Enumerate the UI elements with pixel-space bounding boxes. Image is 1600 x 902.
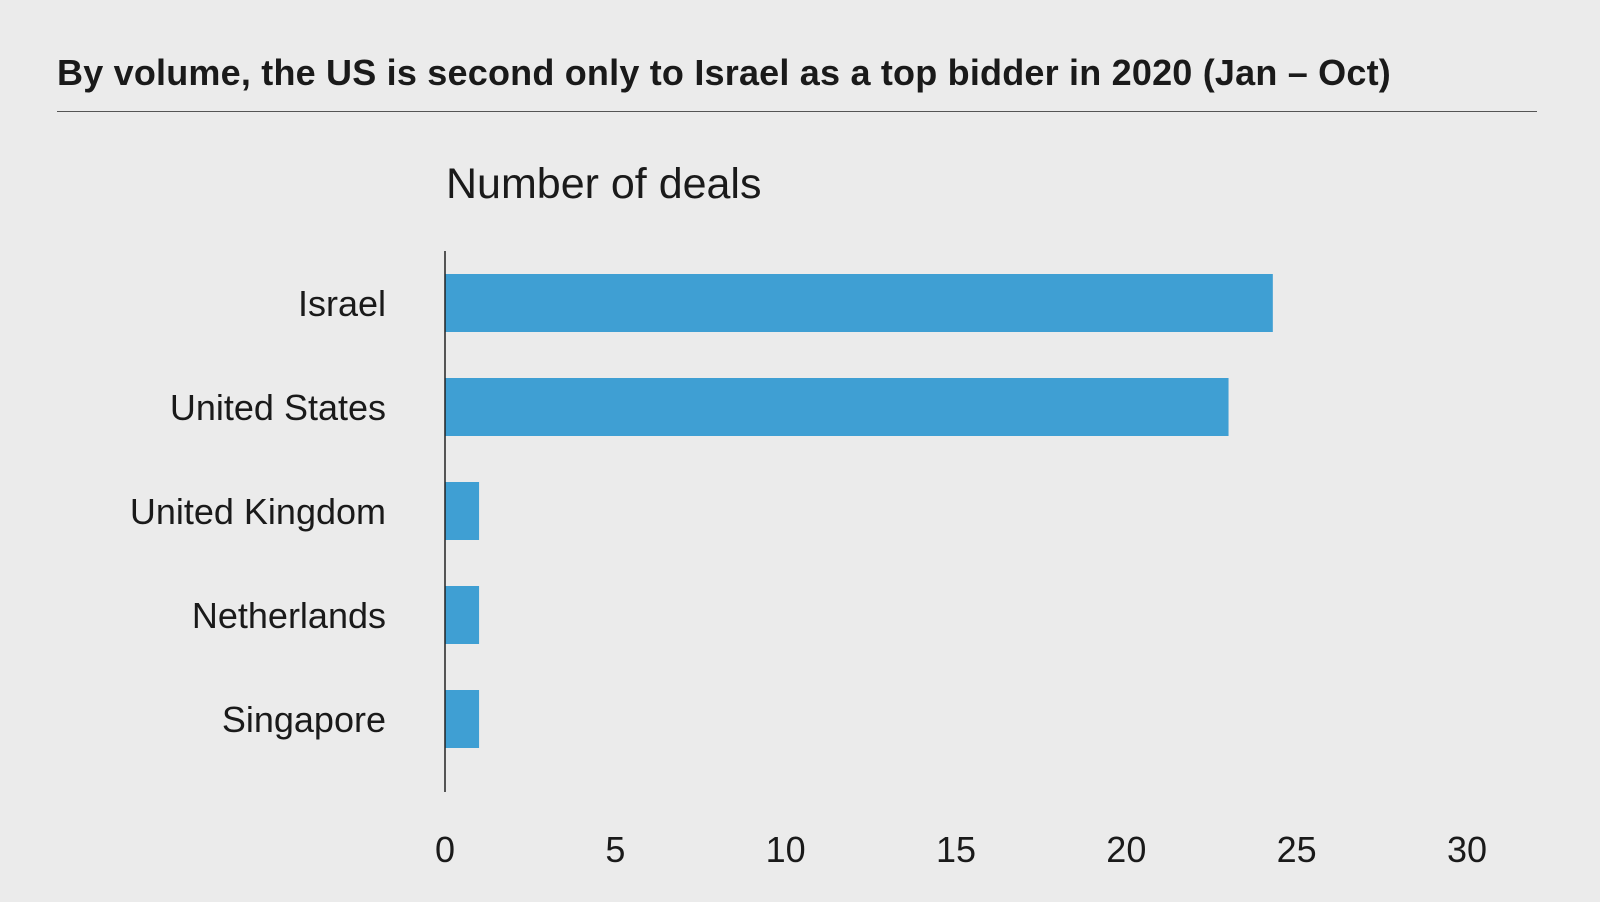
bar-israel [445,274,1273,332]
bar-singapore [445,690,480,748]
bar-united-states [445,378,1229,436]
x-tick-label-30: 30 [1447,829,1487,870]
x-tick-label-25: 25 [1277,829,1317,870]
category-labels: Israel United States United Kingdom Netherl… [130,283,386,740]
bars-layer [445,274,1273,748]
category-label-israel: Israel [298,283,386,324]
x-tick-label-10: 10 [766,829,806,870]
x-axis-ticks: 0 5 10 15 20 25 30 [435,829,1487,870]
category-label-united-kingdom: United Kingdom [130,491,386,532]
category-label-united-states: United States [170,387,386,428]
bar-netherlands [445,586,480,644]
title-divider [57,111,1537,112]
x-tick-label-0: 0 [435,829,455,870]
x-tick-label-5: 5 [605,829,625,870]
chart-subtitle: Number of deals [446,160,762,208]
chart-title: By volume, the US is second only to Isra… [57,52,1391,93]
category-label-singapore: Singapore [222,699,386,740]
x-tick-label-20: 20 [1106,829,1146,870]
x-tick-label-15: 15 [936,829,976,870]
bar-united-kingdom [445,482,480,540]
category-label-netherlands: Netherlands [192,595,386,636]
